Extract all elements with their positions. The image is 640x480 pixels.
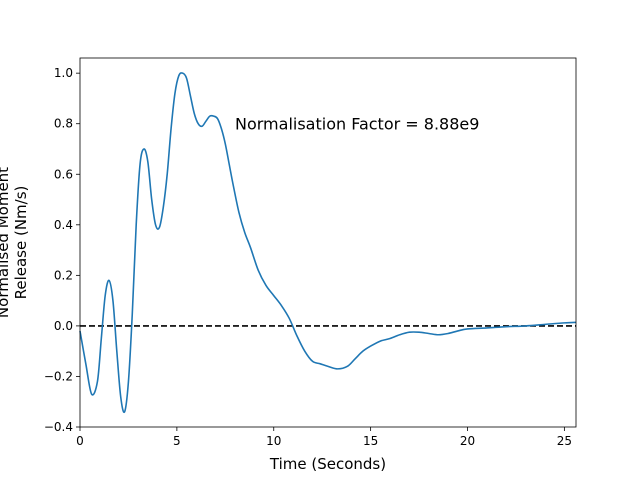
x-tick-label: 20: [460, 434, 475, 448]
x-axis-ticks: 0 5 10 15 20 25: [76, 427, 572, 448]
y-tick-label: −0.2: [44, 369, 73, 383]
y-tick-label: 0.4: [54, 218, 73, 232]
series-line: [79, 72, 577, 414]
y-axis-label: Normalised Moment Release (Nm/s): [0, 167, 30, 318]
y-tick-label: 0.8: [54, 117, 73, 131]
y-tick-label: 0.6: [54, 167, 73, 181]
normalisation-factor-annotation: Normalisation Factor = 8.88e9: [235, 115, 479, 134]
x-tick-label: 10: [266, 434, 281, 448]
y-tick-label: 0.0: [54, 319, 73, 333]
y-tick-label: −0.4: [44, 420, 73, 434]
y-axis-label-line-2: Release (Nm/s): [12, 186, 30, 300]
y-tick-label: 0.2: [54, 268, 73, 282]
x-axis-label: Time (Seconds): [269, 455, 386, 473]
x-tick-label: 0: [76, 434, 84, 448]
x-tick-label: 5: [173, 434, 181, 448]
x-tick-label: 25: [557, 434, 572, 448]
axes-frame: [79, 57, 577, 428]
y-tick-label: 1.0: [54, 66, 73, 80]
x-tick-label: 15: [363, 434, 378, 448]
y-axis-ticks: −0.4 −0.2 0.0 0.2 0.4 0.6 0.8 1.0: [44, 66, 80, 434]
y-axis-label-line-1: Normalised Moment: [0, 167, 12, 318]
